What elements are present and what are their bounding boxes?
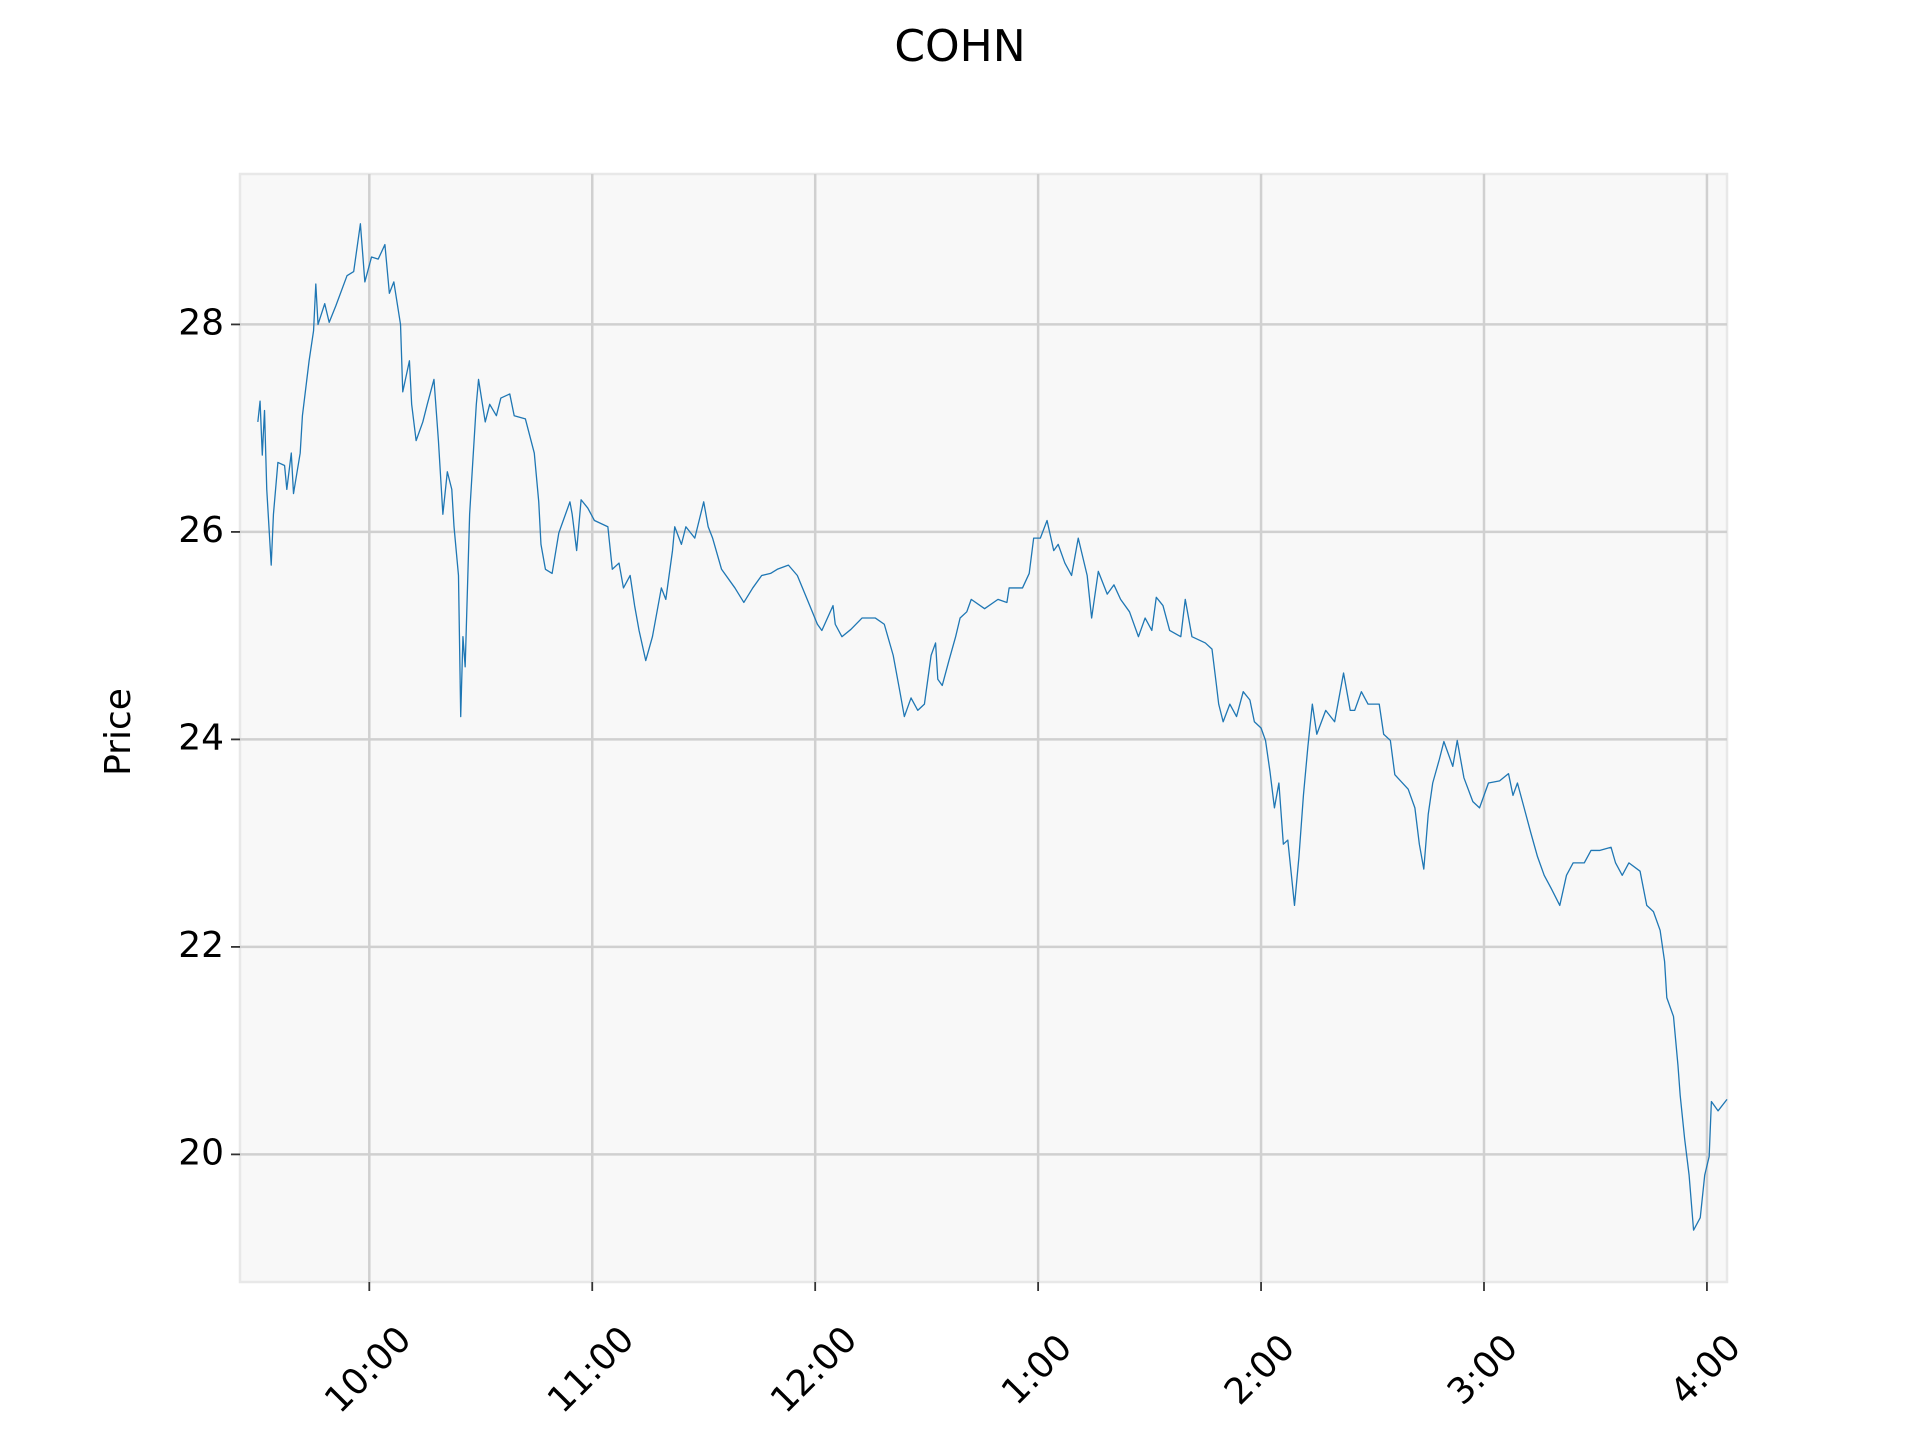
x-tick-label: 12:00 [763, 1319, 865, 1421]
x-tick-label: 2:00 [1217, 1327, 1303, 1413]
x-tick-label: 3:00 [1440, 1327, 1526, 1413]
x-tick-label: 4:00 [1663, 1327, 1749, 1413]
price-line [257, 223, 1728, 1231]
y-tick-label: 20 [178, 1132, 224, 1173]
y-tick-label: 22 [178, 925, 224, 966]
x-tick-label: 1:00 [994, 1327, 1080, 1413]
plot-area [238, 172, 1729, 1284]
y-axis-label: Price [98, 688, 139, 776]
x-tick-label: 10:00 [317, 1319, 419, 1421]
chart-title: COHN [894, 21, 1025, 72]
y-tick-label: 26 [178, 510, 224, 551]
x-tick-label: 11:00 [540, 1319, 642, 1421]
y-tick-label: 24 [178, 717, 224, 758]
y-tick-label: 28 [178, 302, 224, 343]
